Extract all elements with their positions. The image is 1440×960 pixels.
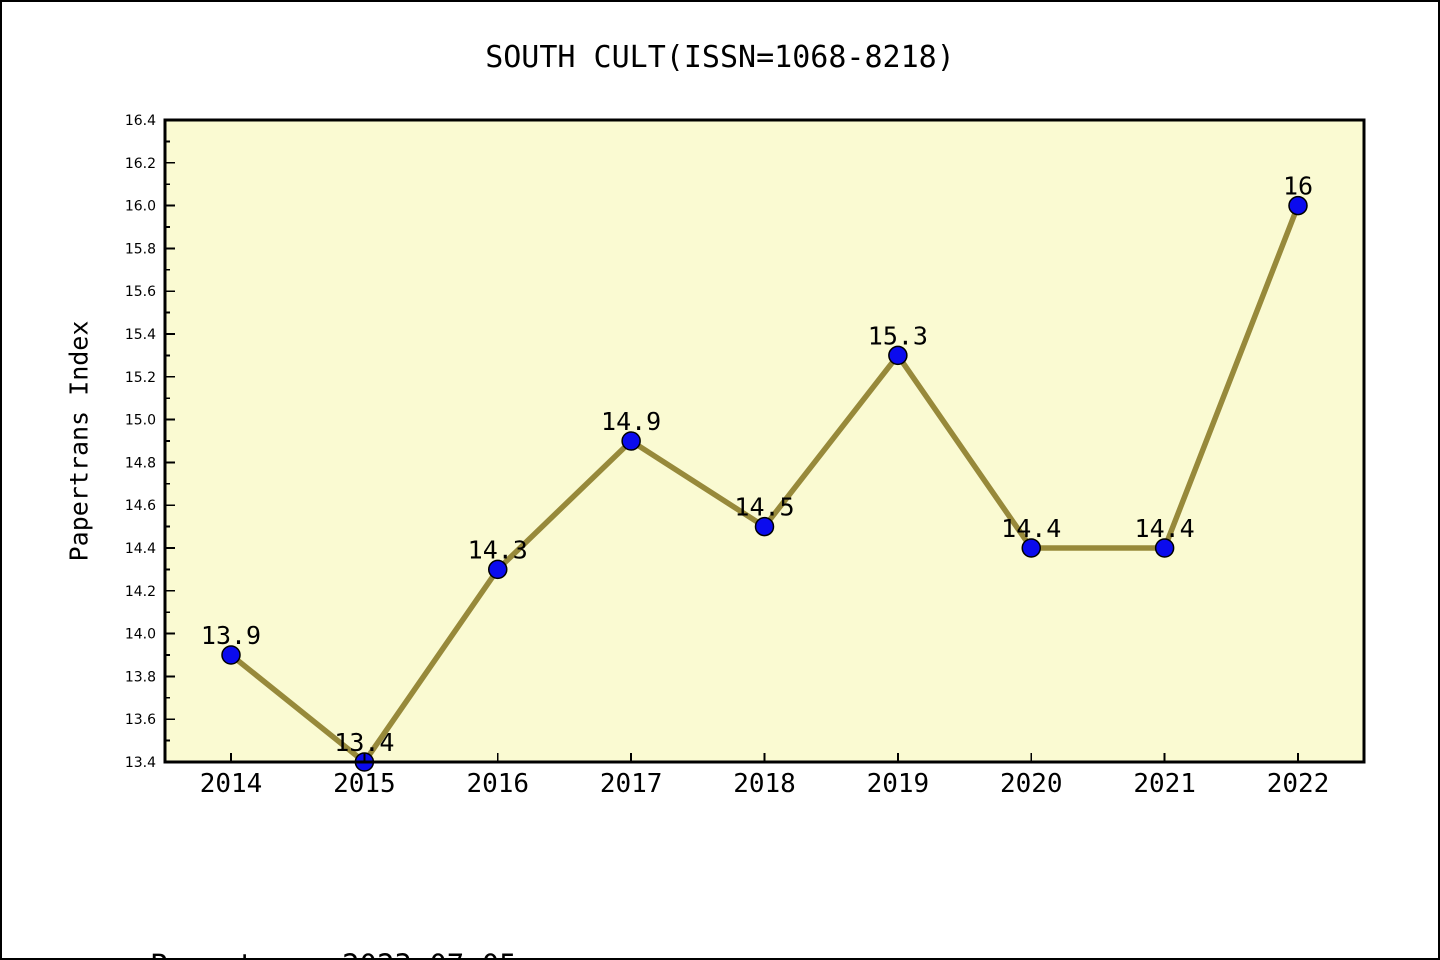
data-point-2018	[754, 516, 775, 537]
point-label-2015: 13.4	[334, 728, 394, 757]
y-tick-label-14.8: 14.8	[125, 455, 156, 471]
x-tick-label-2016: 2016	[466, 769, 529, 799]
y-tick-label-15.4: 15.4	[125, 327, 156, 343]
y-tick-label-13.4: 13.4	[125, 755, 156, 771]
y-tick-label-14.0: 14.0	[125, 627, 156, 643]
data-point-2022	[1288, 195, 1308, 216]
y-tick-label-16.2: 16.2	[125, 156, 156, 172]
point-label-2019: 15.3	[868, 321, 928, 350]
y-tick-label-14.4: 14.4	[125, 541, 156, 557]
point-label-2021: 14.4	[1135, 514, 1195, 543]
point-label-2016: 14.3	[468, 535, 528, 564]
data-point-2019	[888, 345, 908, 366]
y-tick-label-14.2: 14.2	[125, 584, 156, 600]
y-tick-label-15.8: 15.8	[125, 241, 156, 257]
x-tick-label-2022: 2022	[1267, 769, 1330, 799]
point-label-2018: 14.5	[734, 493, 794, 522]
point-label-2014: 13.9	[201, 621, 261, 650]
point-label-2020: 14.4	[1001, 514, 1061, 543]
footer: Papertrans 2023-07-05 Copyright_02	[150, 840, 517, 958]
y-tick-label-15.6: 15.6	[125, 284, 156, 300]
x-tick-label-2015: 2015	[333, 769, 396, 799]
footer-source-date: Papertrans 2023-07-05	[150, 940, 517, 958]
data-point-2021	[1154, 538, 1175, 558]
y-tick-label-13.6: 13.6	[125, 712, 156, 728]
chart-title: SOUTH CULT(ISSN=1068-8218)	[485, 40, 955, 75]
x-tick-label-2021: 2021	[1133, 769, 1196, 799]
x-tick-label-2020: 2020	[1000, 769, 1063, 799]
y-tick-label-15.0: 15.0	[125, 413, 156, 429]
data-point-2016	[488, 559, 508, 580]
data-point-2020	[1021, 538, 1041, 558]
y-tick-label-16.4: 16.4	[125, 113, 156, 129]
point-label-2022: 16	[1283, 172, 1313, 201]
y-tick-label-14.6: 14.6	[125, 498, 156, 514]
x-tick-label-2018: 2018	[733, 769, 796, 799]
y-tick-label-13.8: 13.8	[125, 669, 156, 685]
data-point-2017	[621, 431, 641, 451]
x-tick-label-2017: 2017	[600, 769, 663, 799]
plot-area	[165, 120, 1364, 762]
y-tick-label-15.2: 15.2	[125, 370, 156, 386]
point-label-2017: 14.9	[601, 407, 661, 436]
y-tick-label-16.0: 16.0	[125, 199, 156, 215]
x-tick-label-2014: 2014	[200, 769, 263, 799]
data-point-2014	[221, 645, 241, 665]
x-tick-label-2019: 2019	[867, 769, 930, 799]
plot-border	[163, 118, 1366, 764]
